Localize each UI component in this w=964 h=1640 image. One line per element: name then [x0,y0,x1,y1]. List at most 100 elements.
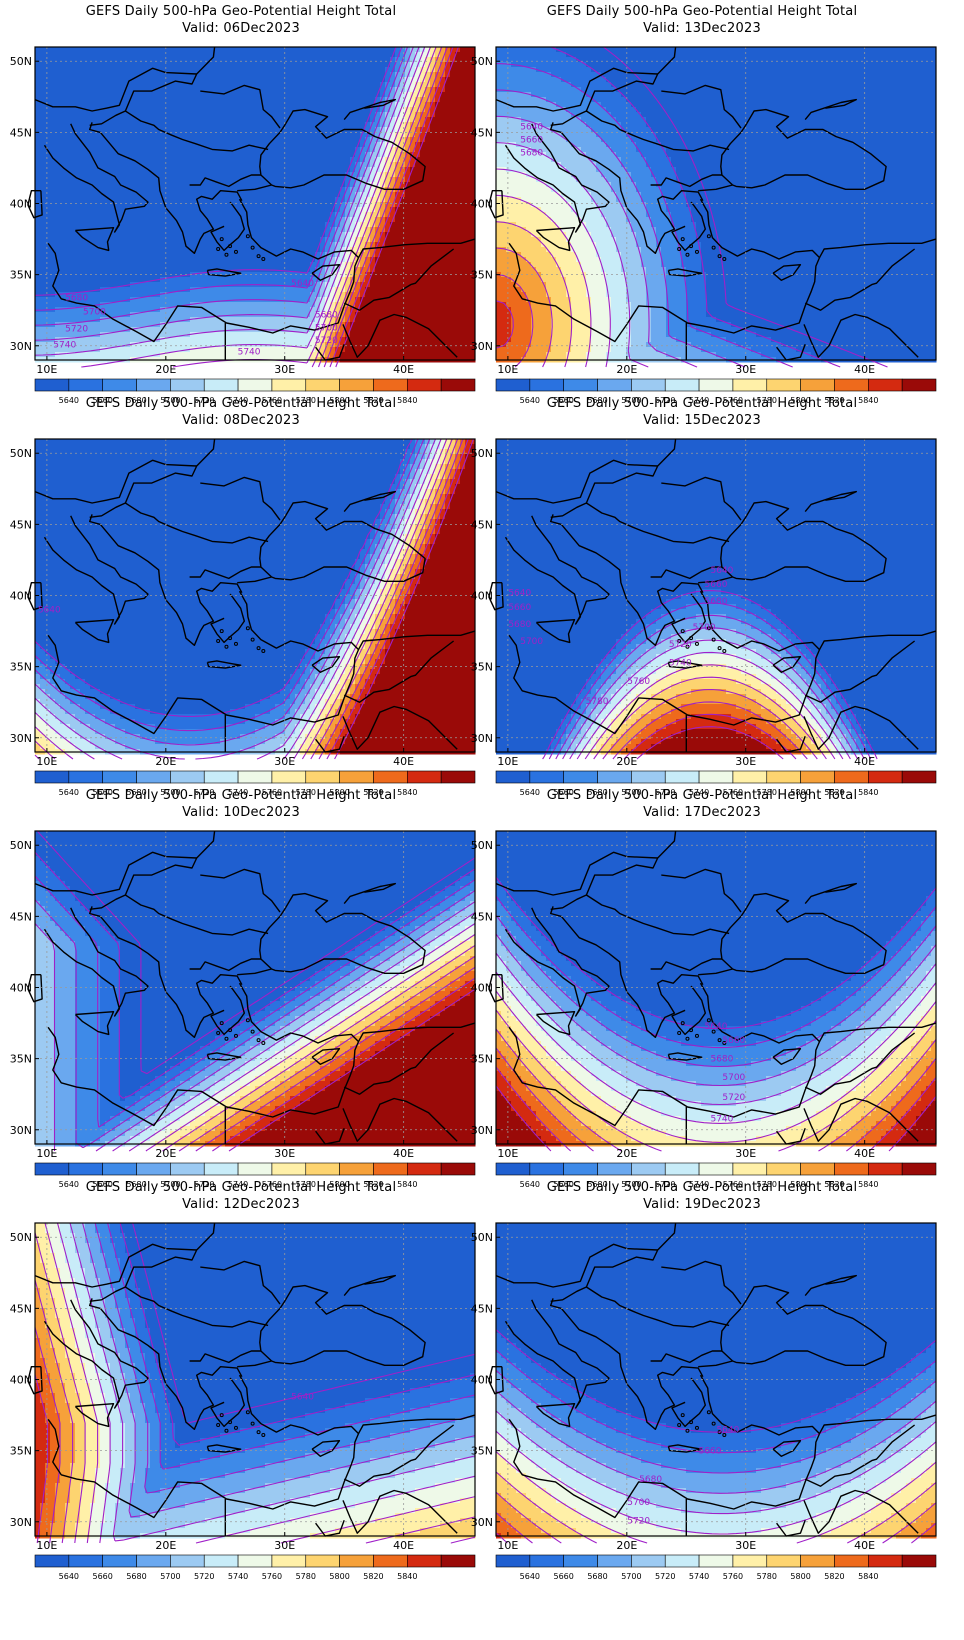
colorbar-swatch [305,378,340,392]
colorbar-swatch [495,770,531,784]
colorbar-label: 5660 [93,1180,113,1189]
colorbar-swatch [34,1554,70,1568]
colorbar-swatch [529,770,564,784]
colorbar-swatch [34,770,70,784]
colorbar-swatch [631,1162,666,1176]
colorbar-swatch [901,1162,937,1176]
colorbar-swatch [102,770,137,784]
colorbar-label: 5740 [228,1572,248,1581]
filled-height-field [496,831,937,1147]
map-panel-13Dec2023: GEFS Daily 500-hPa Geo-Potential Height … [461,0,943,410]
colorbar-labels: 5640 5660 5680 5700 5720 5740 5760 5780 5800 5820… [520,1572,879,1581]
colorbar-label: 5780 [757,788,777,797]
gridlines [35,831,475,1144]
colorbar-swatch [563,770,598,784]
colorbar-swatch [664,378,700,392]
colorbar-label: 5840 [397,396,417,405]
coastlines-and-borders [27,438,476,753]
colorbar-swatch [664,770,700,784]
colorbar-swatches [495,1554,937,1568]
lat-tick-label: 50N [471,1231,493,1244]
contour-label: 5680 [508,620,531,630]
lon-tick-label: 20E [616,755,637,768]
colorbar-swatches [34,1162,476,1176]
axis-tick-labels: 30N 35N 40N 45N 50N 10E 20E 30E 40E [10,1231,414,1552]
colorbar-swatches [495,378,937,392]
contour-5780 [311,46,437,368]
colorbar-label: 5840 [858,396,878,405]
contour-5840 [212,977,476,1152]
contour-label: 5740 [710,1114,733,1124]
colorbar-label: 5800 [329,1180,349,1189]
colorbar-label: 5660 [554,1180,574,1189]
gridlines [496,47,936,360]
colorbar-swatch [631,770,666,784]
map-panel-10Dec2023: GEFS Daily 500-hPa Geo-Potential Height … [0,784,482,1194]
colorbar-label: 5700 [160,788,180,797]
colorbar-swatch [136,770,171,784]
valid-date-value: 12Dec2023 [223,1197,300,1212]
contour-label: 5740 [669,658,692,668]
contour-5720 [495,1410,937,1515]
colorbar-swatches [34,1554,476,1568]
colorbar-swatch [732,1162,768,1176]
lat-tick-label: 45N [471,1302,493,1315]
colorbar-label: 5780 [757,1572,777,1581]
contour-label: 5660 [520,135,543,145]
colorbar-label: 5820 [363,788,383,797]
valid-date-value: 10Dec2023 [223,805,300,820]
colorbar-label: 5680 [587,396,607,405]
contour-5720 [112,912,476,1152]
colorbar-swatch [68,1162,103,1176]
colorbar-label: 5820 [363,1572,383,1581]
colorbar-label: 5740 [689,1572,709,1581]
filled-height-field [496,1223,937,1539]
contour-5840 [495,300,514,349]
colorbar-swatch [373,378,408,392]
colorbar-swatch [339,1554,374,1568]
lon-tick-label: 10E [36,1539,57,1552]
contour-5740 [128,923,476,1152]
colorbar-label: 5640 [520,788,540,797]
contour-5660 [495,895,937,1049]
contour-5820 [323,46,448,368]
map-panel-08Dec2023: GEFS Daily 500-hPa Geo-Potential Height … [0,392,482,802]
colorbar-swatch [868,770,903,784]
lat-tick-label: 30N [10,1516,32,1529]
contour-label: 5640 [520,123,543,133]
contour-5680 [495,89,746,368]
coastlines-and-borders [27,46,476,361]
lon-tick-label: 30E [735,1539,756,1552]
contour-label: 5700 [520,637,543,647]
lat-tick-label: 40N [471,982,493,995]
contour-5660 [495,63,793,368]
coastlines-and-borders [27,830,476,1145]
colorbar-label: 5640 [520,1572,540,1581]
contour-label: 5700 [693,623,716,633]
contour-label: 5740 [53,340,76,350]
contour-label: 5640 [716,1425,739,1435]
colorbar-swatch [834,1162,869,1176]
colorbar-swatch [766,1162,801,1176]
colorbar-swatch [597,770,632,784]
contour-labels: 5640 5660 5680 5700 5720 5740 [705,1022,746,1124]
colorbar-swatch [136,1554,171,1568]
lat-tick-label: 35N [10,661,32,674]
colorbar-label: 5820 [824,1180,844,1189]
contour-label: 5720 [65,325,88,335]
colorbar-swatch [800,770,835,784]
lat-tick-label: 50N [471,839,493,852]
colorbar-swatch [305,1554,340,1568]
lon-tick-label: 30E [274,1147,295,1160]
colorbar-swatch [563,1554,598,1568]
contour-5700 [34,438,431,760]
colorbar-label: 5640 [59,1572,79,1581]
contour-5840 [329,46,454,368]
colorbar: 5640 5660 5680 5700 5720 5740 5760 5780 5800 5820… [495,1554,937,1581]
colorbar-labels: 5640 5660 5680 5700 5720 5740 5760 5780 5800 5820… [59,1572,418,1581]
colorbar-label: 5780 [296,1180,316,1189]
lon-tick-label: 10E [497,755,518,768]
colorbar-label: 5700 [621,396,641,405]
colorbar-label: 5640 [59,396,79,405]
contour-5820 [318,438,464,760]
